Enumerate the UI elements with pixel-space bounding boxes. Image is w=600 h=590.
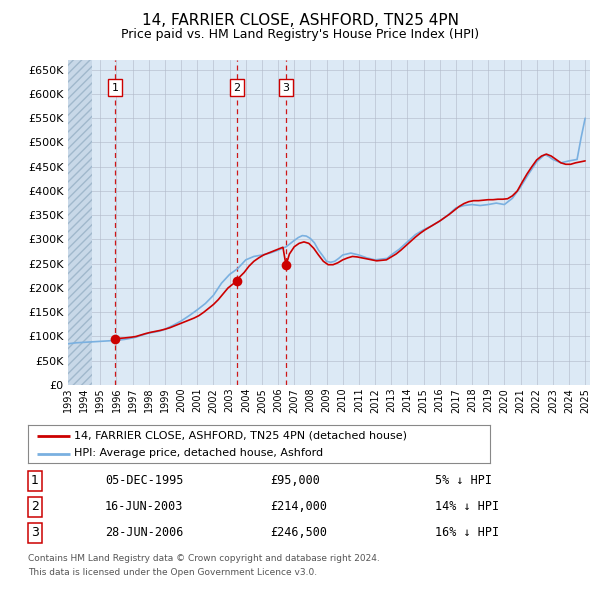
Text: 16% ↓ HPI: 16% ↓ HPI [435, 526, 499, 539]
Text: HPI: Average price, detached house, Ashford: HPI: Average price, detached house, Ashf… [74, 448, 323, 458]
Text: 3: 3 [283, 83, 290, 93]
Text: 14, FARRIER CLOSE, ASHFORD, TN25 4PN (detached house): 14, FARRIER CLOSE, ASHFORD, TN25 4PN (de… [74, 431, 407, 441]
Text: 14, FARRIER CLOSE, ASHFORD, TN25 4PN: 14, FARRIER CLOSE, ASHFORD, TN25 4PN [142, 13, 458, 28]
Text: Contains HM Land Registry data © Crown copyright and database right 2024.: Contains HM Land Registry data © Crown c… [28, 554, 380, 563]
Text: 05-DEC-1995: 05-DEC-1995 [105, 474, 184, 487]
Bar [68, 60, 92, 385]
Text: 1: 1 [112, 83, 119, 93]
Text: 5% ↓ HPI: 5% ↓ HPI [435, 474, 492, 487]
Text: £95,000: £95,000 [270, 474, 320, 487]
Text: 2: 2 [233, 83, 241, 93]
Text: 14% ↓ HPI: 14% ↓ HPI [435, 500, 499, 513]
Text: This data is licensed under the Open Government Licence v3.0.: This data is licensed under the Open Gov… [28, 568, 317, 577]
Text: £246,500: £246,500 [270, 526, 327, 539]
Text: Price paid vs. HM Land Registry's House Price Index (HPI): Price paid vs. HM Land Registry's House … [121, 28, 479, 41]
Text: 1: 1 [31, 474, 39, 487]
Text: 16-JUN-2003: 16-JUN-2003 [105, 500, 184, 513]
Text: 28-JUN-2006: 28-JUN-2006 [105, 526, 184, 539]
Text: £214,000: £214,000 [270, 500, 327, 513]
Text: 2: 2 [31, 500, 39, 513]
Text: 3: 3 [31, 526, 39, 539]
